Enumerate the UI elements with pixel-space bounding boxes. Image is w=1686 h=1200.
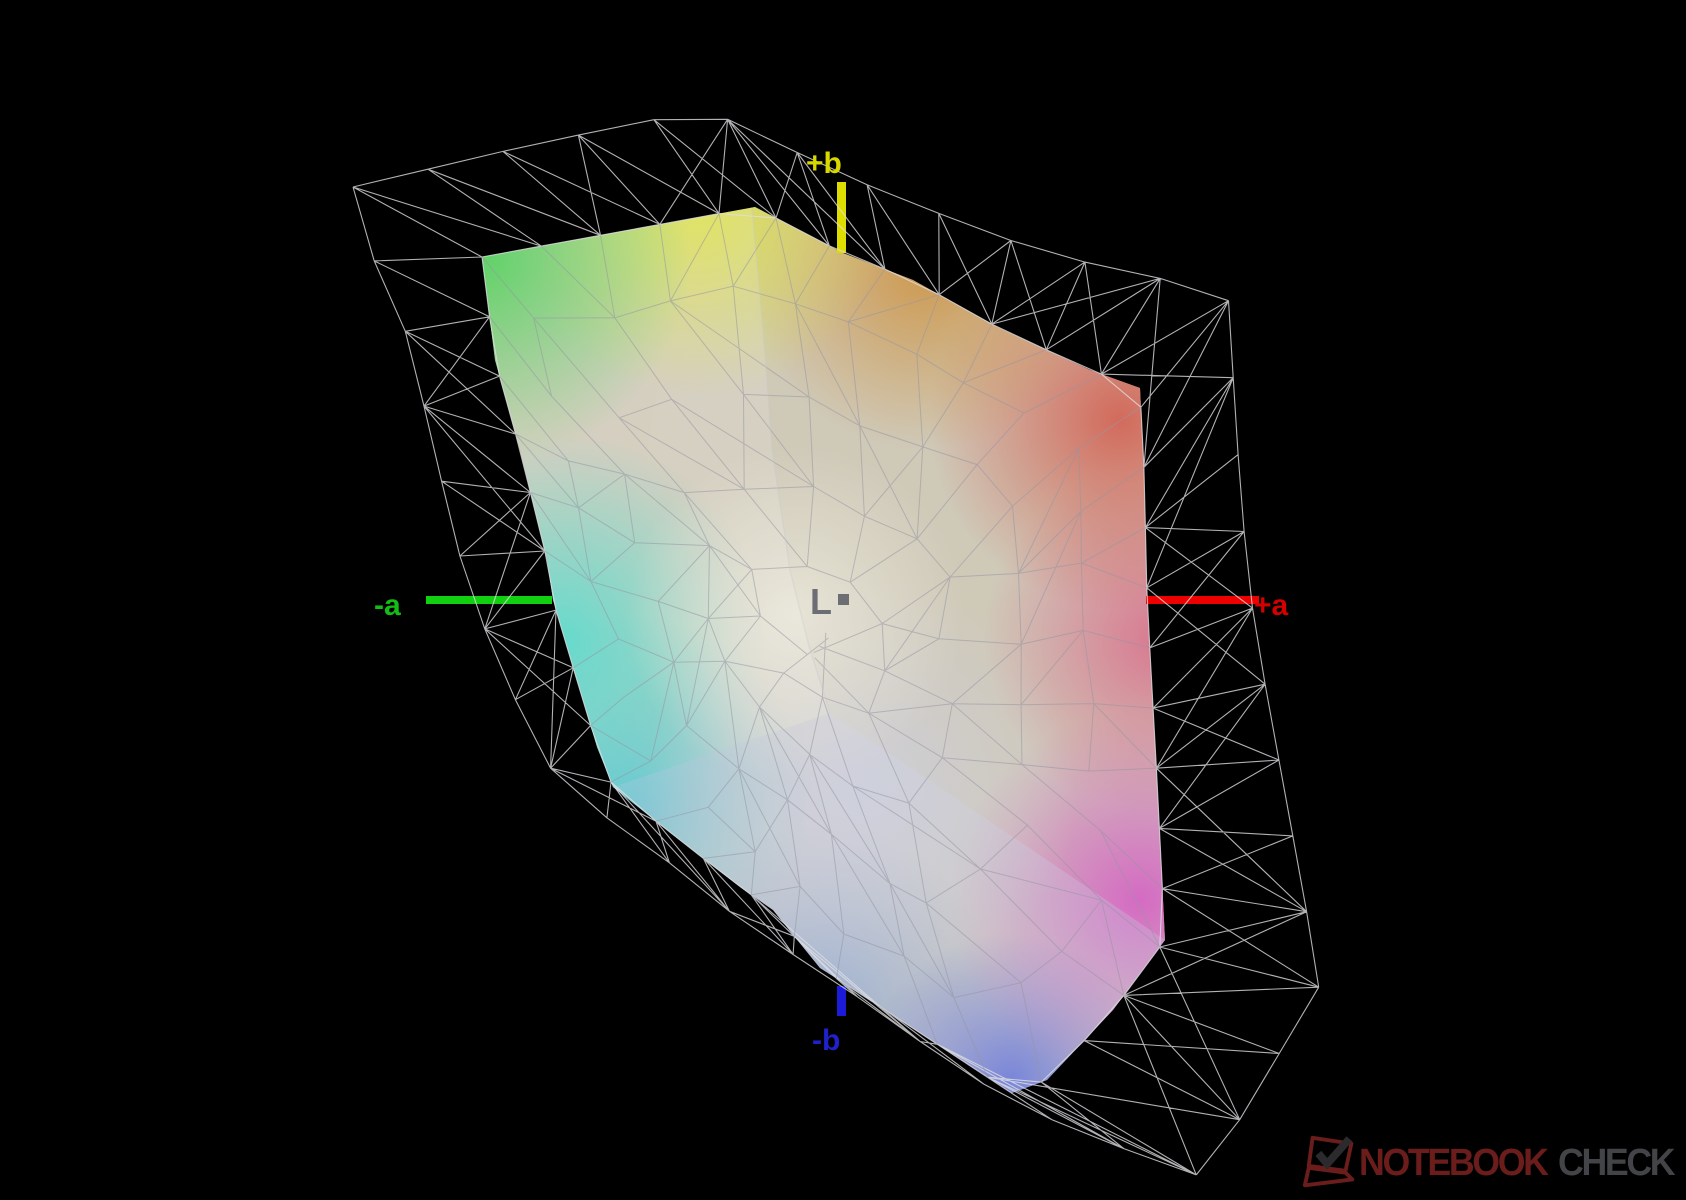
axis-label-L: L: [810, 581, 832, 622]
logo-text-notebook: NOTEBOOK: [1358, 1142, 1549, 1184]
axis-label-plus-b: +b: [806, 147, 842, 180]
notebookcheck-logo: NOTEBOOK CHECK: [1297, 1132, 1681, 1194]
axis-label-minus-b: -b: [812, 1024, 841, 1057]
l-axis-marker: [838, 594, 849, 605]
axis-bar-plus-b: [837, 182, 846, 253]
logo-text-check: CHECK: [1558, 1142, 1676, 1184]
axis-label-minus-a: -a: [374, 589, 401, 622]
axis-bar-minus-b: [837, 986, 846, 1016]
axis-label-plus-a: +a: [1254, 589, 1289, 622]
axis-bar-minus-a: [426, 596, 552, 604]
axis-bar-plus-a: [1146, 596, 1259, 604]
laptop-check-icon: [1302, 1135, 1355, 1188]
